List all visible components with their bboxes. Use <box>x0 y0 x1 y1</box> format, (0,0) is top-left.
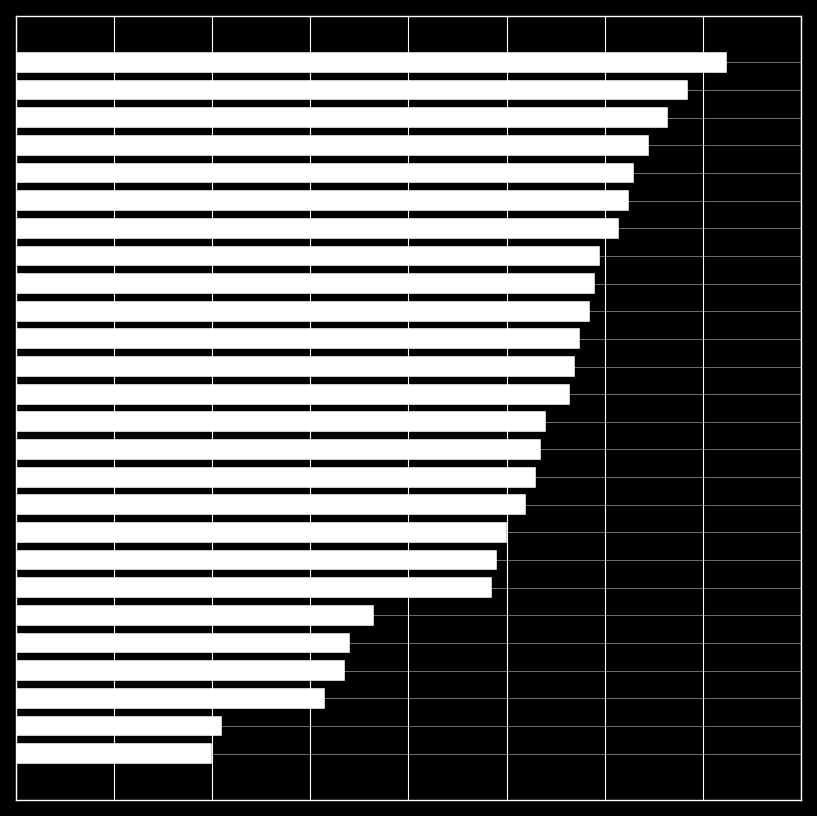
Bar <box>16 107 668 128</box>
Bar <box>16 632 350 654</box>
Bar <box>16 522 507 543</box>
Bar <box>16 273 595 294</box>
Bar <box>16 190 629 211</box>
Bar <box>16 162 634 184</box>
Bar <box>16 743 212 764</box>
Bar <box>16 550 497 570</box>
Bar <box>16 467 536 487</box>
Bar <box>16 356 575 377</box>
Bar <box>16 301 590 322</box>
Bar <box>16 411 546 432</box>
Bar <box>16 329 580 349</box>
Bar <box>16 218 619 238</box>
Bar <box>16 52 727 73</box>
Bar <box>16 660 345 681</box>
Bar <box>16 439 541 460</box>
Bar <box>16 716 222 736</box>
Bar <box>16 246 600 266</box>
Bar <box>16 80 688 100</box>
Bar <box>16 135 649 156</box>
Bar <box>16 384 570 405</box>
Bar <box>16 578 492 598</box>
Bar <box>16 494 526 515</box>
Bar <box>16 605 374 626</box>
Bar <box>16 688 325 709</box>
